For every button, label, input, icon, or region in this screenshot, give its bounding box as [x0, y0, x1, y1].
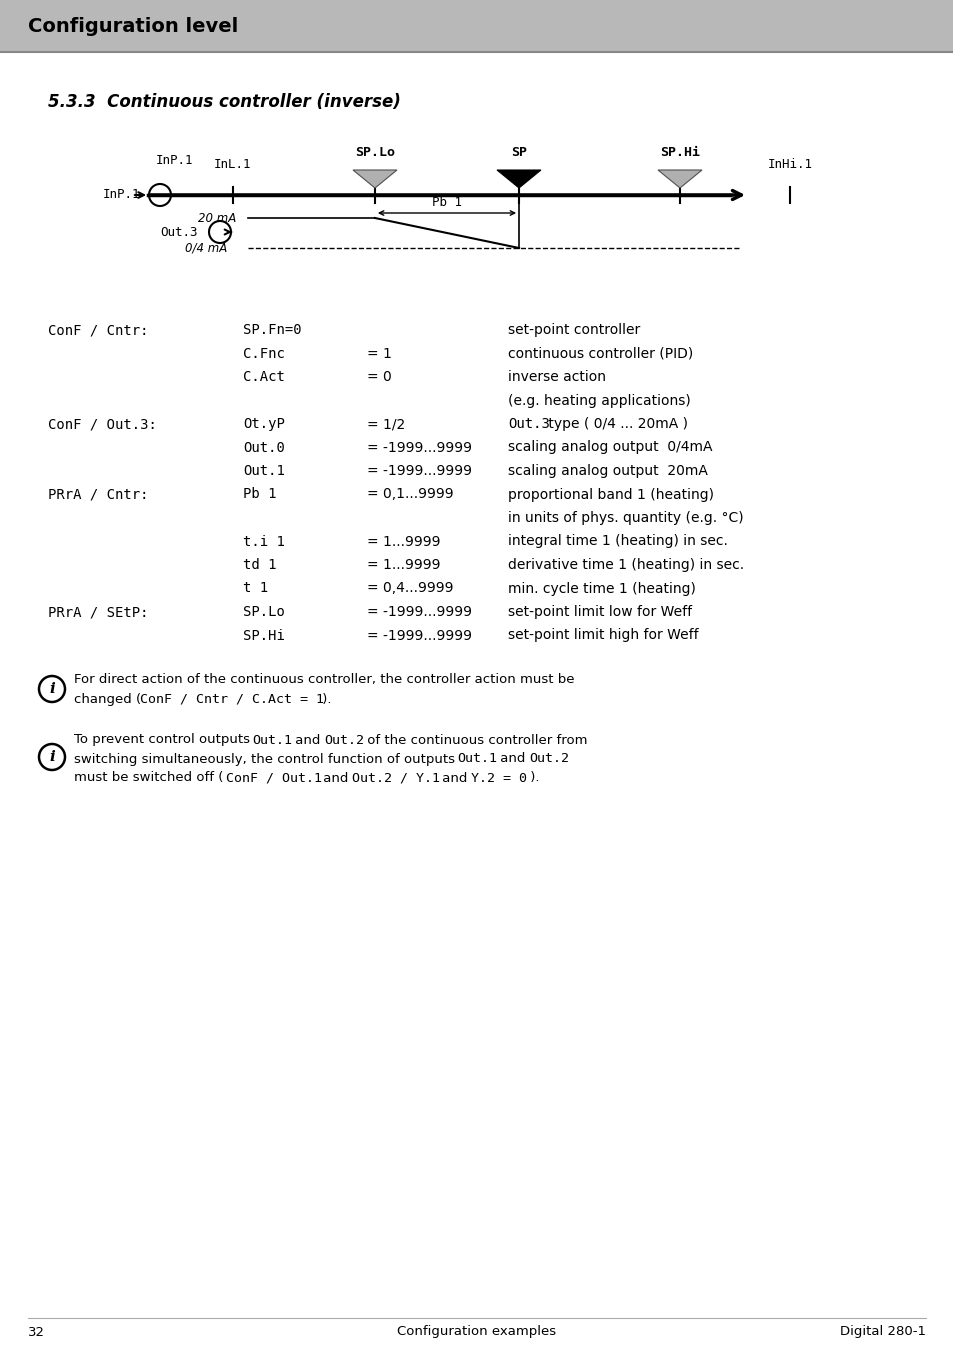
Text: min. cycle time 1 (heating): min. cycle time 1 (heating) — [507, 582, 695, 595]
Text: SP.Lo: SP.Lo — [355, 146, 395, 158]
Text: C.Act: C.Act — [243, 370, 285, 383]
Text: 0/4 mA: 0/4 mA — [185, 242, 227, 255]
Text: = 0: = 0 — [367, 370, 392, 383]
Text: = 1...9999: = 1...9999 — [367, 558, 440, 572]
Text: set-point limit low for Weff: set-point limit low for Weff — [507, 605, 691, 620]
Text: Pb 1: Pb 1 — [432, 197, 461, 209]
Text: t 1: t 1 — [243, 582, 268, 595]
Text: Out.3: Out.3 — [160, 225, 197, 239]
Text: = 0,4...9999: = 0,4...9999 — [367, 582, 453, 595]
Text: Pb 1: Pb 1 — [243, 487, 276, 501]
Text: Out.0: Out.0 — [243, 440, 285, 455]
Text: td 1: td 1 — [243, 558, 276, 572]
Polygon shape — [353, 170, 396, 188]
Text: Y.2 = 0: Y.2 = 0 — [471, 771, 527, 784]
Text: InHi.1: InHi.1 — [767, 158, 812, 171]
Text: Out.2: Out.2 — [324, 733, 364, 747]
Text: SP.Lo: SP.Lo — [243, 605, 285, 620]
Text: changed (: changed ( — [74, 693, 145, 706]
Text: ConF / Out.3:: ConF / Out.3: — [48, 417, 156, 431]
Text: C.Fnc: C.Fnc — [243, 347, 285, 360]
Text: Out.1: Out.1 — [252, 733, 292, 747]
Text: and: and — [496, 752, 529, 765]
Text: InP.1: InP.1 — [102, 189, 140, 201]
Text: must be switched off (: must be switched off ( — [74, 771, 228, 784]
Text: InP.1: InP.1 — [156, 154, 193, 167]
Text: Ot.yP: Ot.yP — [243, 417, 285, 431]
Text: derivative time 1 (heating) in sec.: derivative time 1 (heating) in sec. — [507, 558, 743, 572]
Text: integral time 1 (heating) in sec.: integral time 1 (heating) in sec. — [507, 535, 727, 548]
Text: set-point controller: set-point controller — [507, 323, 639, 338]
Text: Out.3: Out.3 — [507, 417, 549, 431]
Text: Out.2 / Y.1: Out.2 / Y.1 — [352, 771, 440, 784]
Text: = 1: = 1 — [367, 347, 392, 360]
Polygon shape — [497, 170, 540, 188]
Text: = -1999...9999: = -1999...9999 — [367, 629, 472, 643]
Text: continuous controller (PID): continuous controller (PID) — [507, 347, 693, 360]
Text: Configuration level: Configuration level — [28, 16, 238, 35]
Text: 5.3.3  Continuous controller (inverse): 5.3.3 Continuous controller (inverse) — [48, 93, 400, 111]
Text: scaling analog output  20mA: scaling analog output 20mA — [507, 464, 707, 478]
Text: = -1999...9999: = -1999...9999 — [367, 605, 472, 620]
Text: type ( 0/4 ... 20mA ): type ( 0/4 ... 20mA ) — [543, 417, 687, 431]
Text: PRrA / Cntr:: PRrA / Cntr: — [48, 487, 149, 501]
Text: ConF / Cntr:: ConF / Cntr: — [48, 323, 149, 338]
Text: i: i — [49, 682, 55, 697]
Text: inverse action: inverse action — [507, 370, 605, 383]
Text: 20 mA: 20 mA — [198, 212, 236, 224]
Text: ConF / Out.1: ConF / Out.1 — [226, 771, 321, 784]
Text: Configuration examples: Configuration examples — [397, 1326, 556, 1338]
Text: of the continuous controller from: of the continuous controller from — [363, 733, 587, 747]
Text: = 0,1...9999: = 0,1...9999 — [367, 487, 453, 501]
Text: i: i — [49, 751, 55, 764]
Text: t.i 1: t.i 1 — [243, 535, 285, 548]
Text: set-point limit high for Weff: set-point limit high for Weff — [507, 629, 698, 643]
Text: ).: ). — [317, 693, 331, 706]
Text: proportional band 1 (heating): proportional band 1 (heating) — [507, 487, 713, 501]
Text: scaling analog output  0/4mA: scaling analog output 0/4mA — [507, 440, 712, 455]
Text: SP.Hi: SP.Hi — [243, 629, 285, 643]
Text: switching simultaneously, the control function of outputs: switching simultaneously, the control fu… — [74, 752, 458, 765]
Text: in units of phys. quantity (e.g. °C): in units of phys. quantity (e.g. °C) — [507, 512, 742, 525]
Text: InL.1: InL.1 — [214, 158, 252, 171]
Polygon shape — [658, 170, 701, 188]
Text: 32: 32 — [28, 1326, 45, 1338]
Text: = 1/2: = 1/2 — [367, 417, 405, 431]
Text: PRrA / SEtP:: PRrA / SEtP: — [48, 605, 149, 620]
Text: = 1...9999: = 1...9999 — [367, 535, 440, 548]
Text: SP: SP — [511, 146, 526, 158]
Text: To prevent control outputs: To prevent control outputs — [74, 733, 254, 747]
Bar — [0, 0, 953, 53]
Text: Out.2: Out.2 — [528, 752, 568, 765]
Text: Out.1: Out.1 — [456, 752, 497, 765]
Text: and: and — [319, 771, 353, 784]
Text: SP.Fn=0: SP.Fn=0 — [243, 323, 301, 338]
Text: Out.1: Out.1 — [243, 464, 285, 478]
Text: SP.Hi: SP.Hi — [659, 146, 700, 158]
Text: For direct action of the continuous controller, the controller action must be: For direct action of the continuous cont… — [74, 674, 574, 687]
Text: and: and — [437, 771, 472, 784]
Text: = -1999...9999: = -1999...9999 — [367, 440, 472, 455]
Text: ConF / Cntr / C.Act = 1: ConF / Cntr / C.Act = 1 — [140, 693, 324, 706]
Text: = -1999...9999: = -1999...9999 — [367, 464, 472, 478]
Text: (e.g. heating applications): (e.g. heating applications) — [507, 393, 690, 408]
Text: and: and — [291, 733, 324, 747]
Text: ).: ). — [525, 771, 538, 784]
Text: Digital 280-1: Digital 280-1 — [840, 1326, 925, 1338]
